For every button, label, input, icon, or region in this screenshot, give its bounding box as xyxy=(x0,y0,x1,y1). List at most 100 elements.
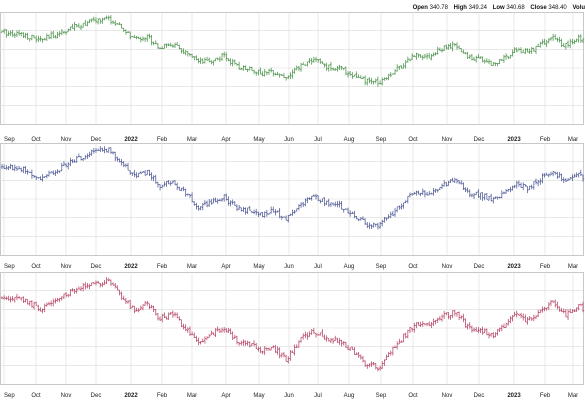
ohlc-bar xyxy=(340,339,343,347)
ohlc-bar xyxy=(289,350,292,361)
ohlc-bar xyxy=(278,73,281,78)
x-tick-label: Aug xyxy=(344,137,355,143)
ohlc-bar xyxy=(428,53,431,59)
ohlc-bar xyxy=(395,64,399,72)
ohlc-bar xyxy=(319,332,322,336)
ohlc-bar xyxy=(428,190,431,196)
ohlc-bar xyxy=(175,41,179,46)
ohlc-bar xyxy=(45,302,49,307)
ohlc-bar xyxy=(376,366,380,372)
ohlc-bar xyxy=(163,43,166,49)
ohlc-bar xyxy=(577,304,580,311)
ohlc-bar xyxy=(126,162,130,171)
ohlc-bar xyxy=(487,332,491,339)
ohlc-bar xyxy=(393,208,397,217)
ohlc-bar xyxy=(259,67,262,75)
ohlc-bar xyxy=(248,205,251,211)
ohlc-bar xyxy=(445,182,448,187)
ohlc-bar xyxy=(361,216,365,220)
ohlc-bar xyxy=(306,332,309,340)
ohlc-bar xyxy=(413,191,416,195)
x-tick-label: Sep xyxy=(4,137,15,143)
ohlc-bar xyxy=(404,200,407,204)
ohlc-bar xyxy=(368,222,371,229)
ohlc-bar xyxy=(579,34,583,43)
x-tick-label: May xyxy=(253,137,264,143)
ohlc-bar xyxy=(30,300,34,308)
ohlc-bar xyxy=(184,188,187,197)
ohlc-bar xyxy=(457,180,461,185)
ohlc-bar xyxy=(26,32,29,40)
ohlc-bar xyxy=(139,36,143,43)
ohlc-bar xyxy=(434,319,437,325)
ohlc-bar xyxy=(99,146,102,153)
ohlc-bar xyxy=(250,343,254,347)
ohlc-bar xyxy=(167,43,170,47)
ohlc-bar xyxy=(334,68,337,71)
ohlc-bar xyxy=(562,42,565,47)
ohlc-bar xyxy=(513,47,516,54)
x-tick-label: Nov xyxy=(61,264,72,270)
ohlc-bar xyxy=(222,326,226,333)
high-value: 349.24 xyxy=(468,5,488,11)
ohlc-bar xyxy=(265,209,269,217)
ohlc-bar xyxy=(331,338,335,344)
ohlc-bar xyxy=(524,314,527,322)
ohlc-bar xyxy=(47,301,51,306)
ohlc-bar xyxy=(69,26,72,31)
ohlc-bar xyxy=(319,58,322,64)
ohlc-bar xyxy=(474,327,478,332)
ohlc-bar xyxy=(171,180,175,184)
ohlc-bar xyxy=(568,308,572,313)
ohlc-bar xyxy=(541,306,544,313)
ohlc-bar xyxy=(573,173,576,178)
ohlc-bar xyxy=(161,184,164,189)
ohlc-bar xyxy=(269,347,273,351)
ohlc-bar xyxy=(530,46,533,55)
ohlc-bar xyxy=(272,206,275,213)
ohlc-bar xyxy=(188,193,192,198)
ohlc-bar xyxy=(385,77,388,81)
ohlc-bar xyxy=(207,334,211,338)
ohlc-bar xyxy=(366,78,369,86)
ohlc-bar xyxy=(58,31,61,37)
x-tick-label: Dec xyxy=(474,264,485,270)
ohlc-bar xyxy=(423,323,427,326)
x-tick-label: Feb xyxy=(540,393,551,399)
ohlc-bar xyxy=(304,331,307,339)
ohlc-bar xyxy=(291,350,294,353)
ohlc-bar xyxy=(334,335,337,341)
ohlc-bar xyxy=(212,332,215,336)
ohlc-bar xyxy=(485,328,489,336)
ohlc-bar xyxy=(79,156,83,161)
ohlc-bar xyxy=(344,341,348,348)
ohlc-bar xyxy=(94,17,98,24)
ohlc-bar xyxy=(378,80,382,85)
ohlc-bar xyxy=(94,280,98,286)
ohlc-bar xyxy=(99,18,102,24)
ohlc-bar xyxy=(37,35,40,42)
ohlc-bar xyxy=(507,56,510,60)
ohlc-bar xyxy=(62,31,66,34)
ohlc-bar xyxy=(400,203,403,210)
ohlc-bar xyxy=(81,158,85,161)
ohlc-bar xyxy=(248,341,251,348)
ohlc-bar xyxy=(109,15,113,25)
ohlc-bar xyxy=(378,365,382,371)
x-tick-label: Feb xyxy=(157,393,168,399)
ohlc-bar xyxy=(532,314,536,322)
ohlc-bar xyxy=(314,193,318,200)
ohlc-bar xyxy=(141,171,145,173)
ohlc-bar xyxy=(210,330,213,336)
ohlc-bar xyxy=(434,52,437,56)
ohlc-bar xyxy=(530,184,533,190)
ohlc-bar xyxy=(99,283,102,288)
ohlc-bar xyxy=(90,18,93,23)
ohlc-bar xyxy=(244,340,247,346)
ohlc-bar xyxy=(90,149,93,156)
ohlc-bar xyxy=(207,198,211,207)
ohlc-bar xyxy=(423,190,427,198)
ohlc-bar xyxy=(7,295,10,301)
x-tick-label: Mar xyxy=(187,264,197,270)
